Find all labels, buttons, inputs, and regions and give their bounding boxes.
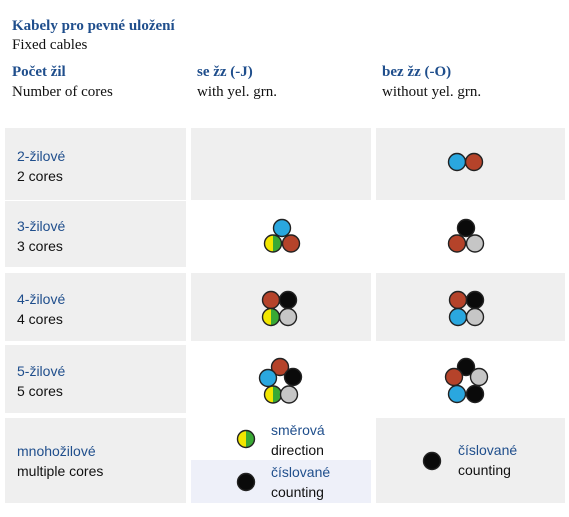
row-label-en: 2 cores: [17, 168, 63, 184]
row-label-en: 4 cores: [17, 311, 63, 327]
four-core-cable-diagram: [261, 290, 298, 327]
row-label-cz: 3-žilové: [17, 218, 66, 234]
legend-counting-cz: číslované: [458, 442, 518, 458]
header-with-yellow-green: se žz (-J) with yel. grn.: [197, 64, 277, 101]
with-cell: [191, 273, 371, 341]
row-label-en: multiple cores: [17, 463, 104, 479]
row-label-cell: 3-žilové 3 cores: [5, 201, 186, 267]
row-label-cz: 5-žilové: [17, 363, 66, 379]
header-cores: Počet žil Number of cores: [12, 64, 113, 101]
with-legend-counting-cell: číslované counting: [191, 460, 371, 503]
header-with-cz: se žz (-J): [197, 64, 253, 80]
three-core-cable-diagram: [447, 218, 485, 253]
row-label-cz: 4-žilové: [17, 291, 66, 307]
row-label-cz: mnohožilové: [17, 443, 96, 459]
row-label-en: 3 cores: [17, 238, 63, 254]
legend-direction-en: direction: [271, 442, 324, 458]
yellow-green-core-icon: [236, 429, 256, 449]
row-label-cell: 5-žilové 5 cores: [5, 345, 186, 413]
row-label-cz: 2-žilové: [17, 148, 66, 164]
row-label-cell: 4-žilové 4 cores: [5, 273, 186, 341]
table-subtitle: Fixed cables: [12, 37, 88, 53]
row-label: 4-žilové 4 cores: [17, 291, 65, 327]
header-without-en: without yel. grn.: [382, 84, 482, 100]
without-cell: [376, 201, 565, 267]
header-cores-en: Number of cores: [12, 84, 113, 100]
without-cell: [376, 128, 565, 200]
legend-direction: směrová direction: [271, 420, 325, 460]
legend-counting-cz: číslované: [271, 464, 331, 480]
legend-counting: číslované counting: [271, 462, 330, 502]
header-without-cz: bez žz (-O): [382, 64, 452, 80]
row-label: 2-žilové 2 cores: [17, 148, 65, 184]
legend-counting-en: counting: [458, 462, 511, 478]
without-cell: [376, 345, 565, 413]
with-cell: [191, 345, 371, 413]
with-cell: [191, 128, 371, 200]
row-label-en: 5 cores: [17, 383, 63, 399]
header-without-yellow-green: bez žz (-O) without yel. grn.: [382, 64, 481, 101]
two-core-cable-diagram: [447, 152, 484, 172]
five-core-cable-diagram: [444, 357, 489, 404]
legend-counting: číslované counting: [458, 440, 517, 480]
header-with-en: with yel. grn.: [197, 84, 277, 100]
legend-direction-cz: směrová: [271, 422, 325, 438]
header-cores-cz: Počet žil: [12, 64, 66, 80]
without-cell: [376, 273, 565, 341]
with-legend-direction-cell: směrová direction: [191, 418, 371, 460]
row-label: 3-žilové 3 cores: [17, 218, 65, 254]
row-label-cell: mnohožilové multiple cores: [5, 418, 186, 503]
table-title: Kabely pro pevné uložení: [12, 18, 175, 34]
black-core-icon: [236, 472, 256, 492]
row-label-cell: 2-žilové 2 cores: [5, 128, 186, 200]
row-label: mnohožilové multiple cores: [17, 443, 103, 479]
row-label: 5-žilové 5 cores: [17, 363, 65, 399]
four-core-cable-diagram: [448, 290, 485, 327]
with-cell: [191, 201, 371, 267]
black-core-icon: [422, 451, 442, 471]
legend-counting-en: counting: [271, 484, 324, 500]
three-core-cable-diagram: [263, 218, 301, 253]
without-legend-cell: číslované counting: [376, 418, 565, 503]
five-core-cable-diagram: [258, 357, 303, 404]
